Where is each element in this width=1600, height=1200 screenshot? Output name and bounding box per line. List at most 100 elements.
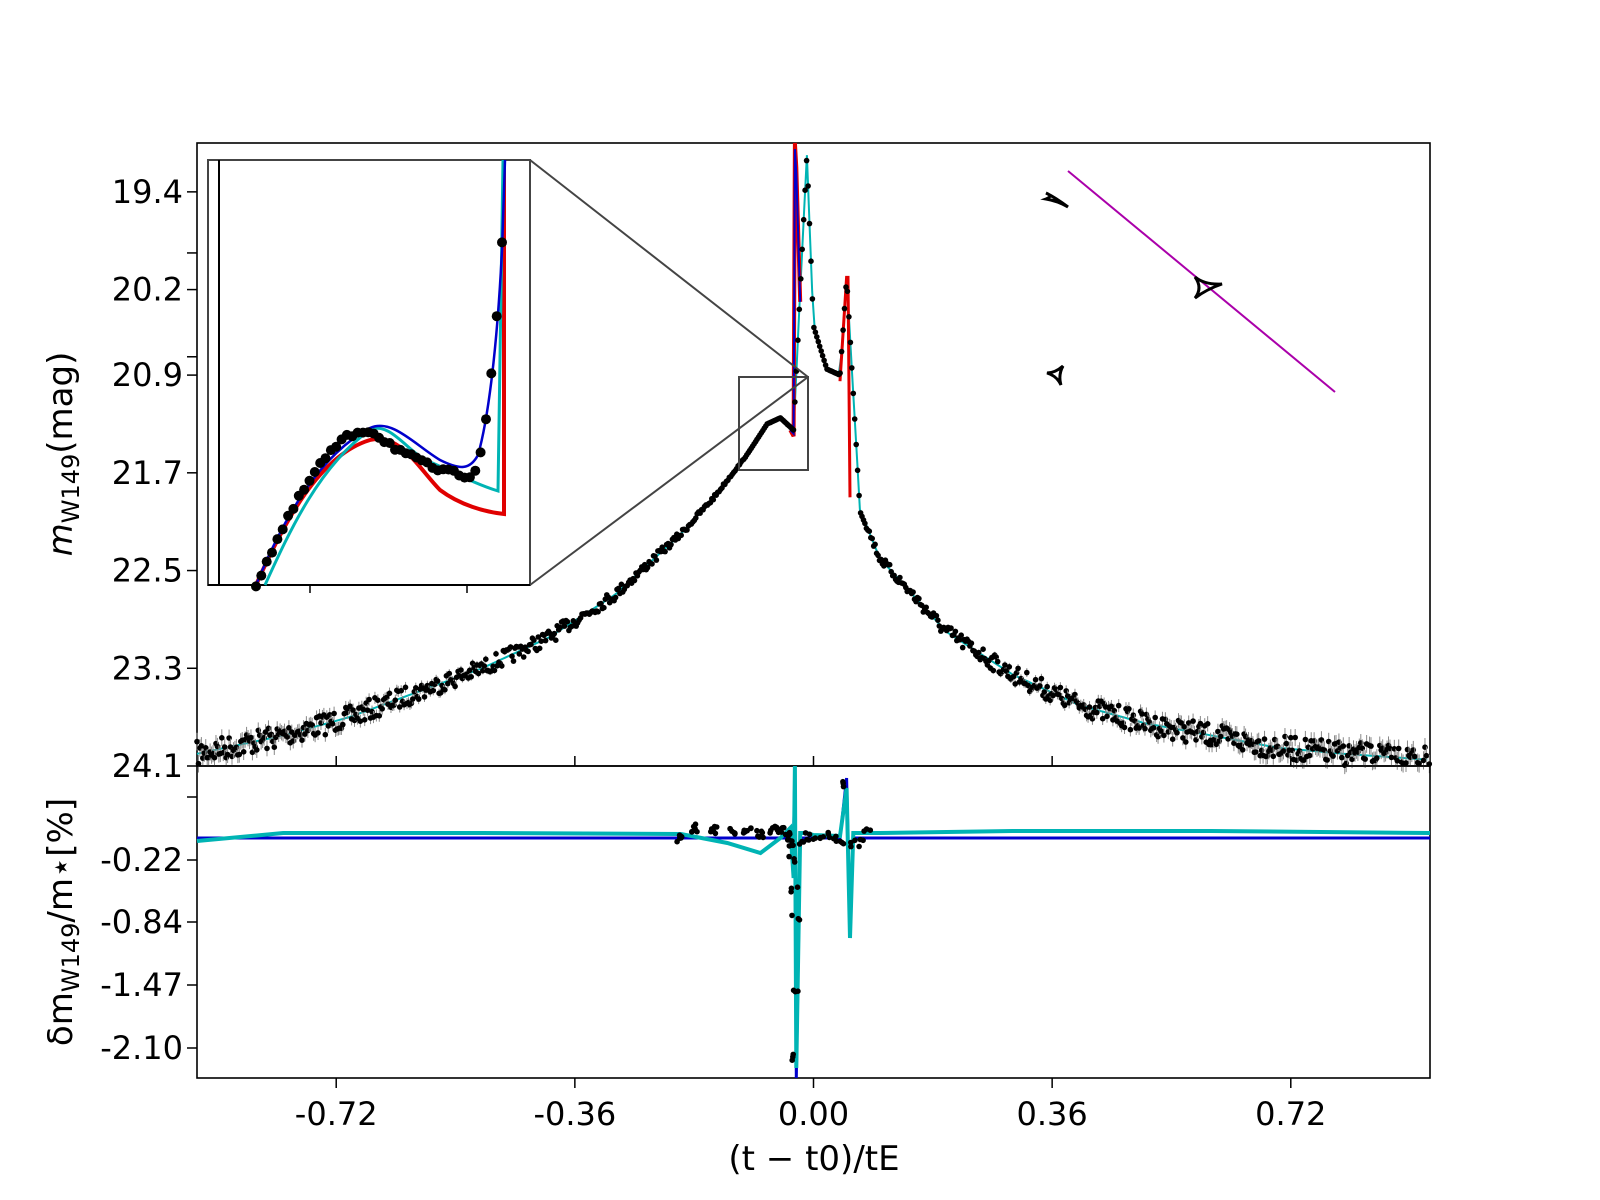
data-point bbox=[318, 720, 324, 726]
data-point bbox=[1204, 721, 1211, 727]
residual-point bbox=[830, 835, 837, 842]
top-ytick-label: 22.5 bbox=[112, 552, 183, 590]
data-point bbox=[662, 548, 668, 555]
data-point bbox=[1282, 733, 1288, 740]
bottom-y-axis-label-unit: /m⋆[%] bbox=[41, 798, 81, 923]
data-point bbox=[800, 216, 807, 223]
data-point bbox=[1274, 743, 1281, 750]
data-point bbox=[814, 334, 820, 340]
inset-data-point bbox=[384, 438, 395, 448]
bottom-ytick-label: -0.22 bbox=[100, 841, 183, 879]
data-point bbox=[1126, 706, 1132, 712]
data-point bbox=[847, 339, 854, 346]
data-point bbox=[255, 727, 262, 734]
data-point bbox=[803, 157, 810, 164]
data-point bbox=[290, 738, 297, 744]
data-point bbox=[710, 496, 717, 503]
data-point bbox=[959, 644, 966, 651]
top-y-axis-label-unit: (mag) bbox=[41, 352, 81, 454]
data-point bbox=[1121, 724, 1128, 731]
data-point bbox=[248, 734, 254, 741]
inset-data-point bbox=[481, 414, 491, 425]
data-point bbox=[1234, 731, 1240, 737]
data-point bbox=[1086, 704, 1093, 710]
data-point bbox=[340, 721, 346, 728]
residual-point bbox=[711, 823, 718, 830]
data-point bbox=[475, 670, 482, 677]
bottom-ytick-label: -2.10 bbox=[100, 1029, 183, 1067]
residual-point bbox=[760, 834, 766, 841]
data-point bbox=[854, 467, 861, 474]
data-point bbox=[1061, 702, 1068, 709]
data-point bbox=[1358, 740, 1364, 746]
residual-point bbox=[837, 838, 843, 845]
data-point bbox=[1362, 756, 1368, 762]
data-point bbox=[322, 731, 329, 738]
zoom-region-box bbox=[738, 376, 809, 471]
data-point bbox=[1169, 736, 1176, 742]
data-point bbox=[195, 760, 202, 767]
data-point bbox=[1115, 702, 1122, 709]
data-point bbox=[1024, 669, 1030, 676]
data-point bbox=[1374, 755, 1380, 761]
inset-data-point bbox=[320, 453, 331, 464]
data-point bbox=[816, 343, 823, 350]
data-point bbox=[1416, 760, 1422, 767]
residual-point bbox=[812, 835, 819, 841]
data-point bbox=[1288, 734, 1294, 741]
data-point bbox=[1253, 749, 1259, 755]
inset-data-point bbox=[288, 503, 299, 514]
data-point bbox=[805, 183, 811, 189]
inset-data-point bbox=[283, 510, 294, 521]
data-point bbox=[509, 653, 515, 659]
data-point bbox=[1178, 720, 1185, 726]
data-point bbox=[838, 348, 845, 355]
data-point bbox=[531, 637, 537, 643]
data-point bbox=[994, 658, 1001, 665]
data-point bbox=[1006, 664, 1013, 670]
data-point bbox=[849, 365, 855, 371]
residual-model-lines bbox=[196, 765, 1431, 1079]
inset-data-point bbox=[277, 524, 288, 535]
data-point bbox=[561, 623, 568, 629]
inset-data-point bbox=[256, 570, 267, 581]
data-point bbox=[564, 618, 571, 625]
data-point bbox=[452, 683, 458, 690]
data-point bbox=[935, 617, 941, 623]
data-point bbox=[990, 667, 997, 674]
data-point bbox=[850, 390, 857, 397]
data-point bbox=[1136, 725, 1142, 731]
data-point bbox=[570, 618, 577, 624]
data-point bbox=[1094, 709, 1100, 716]
data-point bbox=[221, 744, 228, 750]
residual-point bbox=[857, 836, 864, 843]
data-point bbox=[862, 520, 868, 527]
data-point bbox=[846, 314, 852, 320]
top-ytick-label: 20.2 bbox=[112, 271, 183, 309]
data-point bbox=[357, 718, 364, 724]
data-point bbox=[493, 651, 499, 657]
residual-point bbox=[786, 853, 792, 860]
data-point bbox=[1037, 683, 1043, 689]
caustic-diagram bbox=[1040, 170, 1336, 393]
data-point bbox=[1142, 725, 1148, 732]
data-point bbox=[364, 707, 371, 713]
light-curve-y-ticks: 19.4 20.2 20.9 21.7 22.5 23.3 24.1 bbox=[112, 173, 197, 785]
caustic-bottom bbox=[1046, 364, 1065, 386]
data-point bbox=[415, 696, 422, 702]
data-point bbox=[413, 685, 419, 691]
residual-point bbox=[848, 843, 854, 850]
data-point bbox=[1422, 744, 1428, 750]
data-point bbox=[224, 751, 231, 758]
data-point bbox=[553, 637, 559, 643]
data-point bbox=[875, 552, 881, 559]
data-point bbox=[468, 674, 475, 680]
data-point bbox=[375, 697, 381, 703]
residual-point bbox=[848, 839, 854, 846]
data-point bbox=[1003, 668, 1010, 674]
data-point bbox=[1270, 753, 1277, 760]
data-point bbox=[1063, 688, 1069, 694]
data-point bbox=[499, 663, 505, 669]
data-point bbox=[851, 416, 858, 422]
data-point bbox=[815, 338, 822, 345]
